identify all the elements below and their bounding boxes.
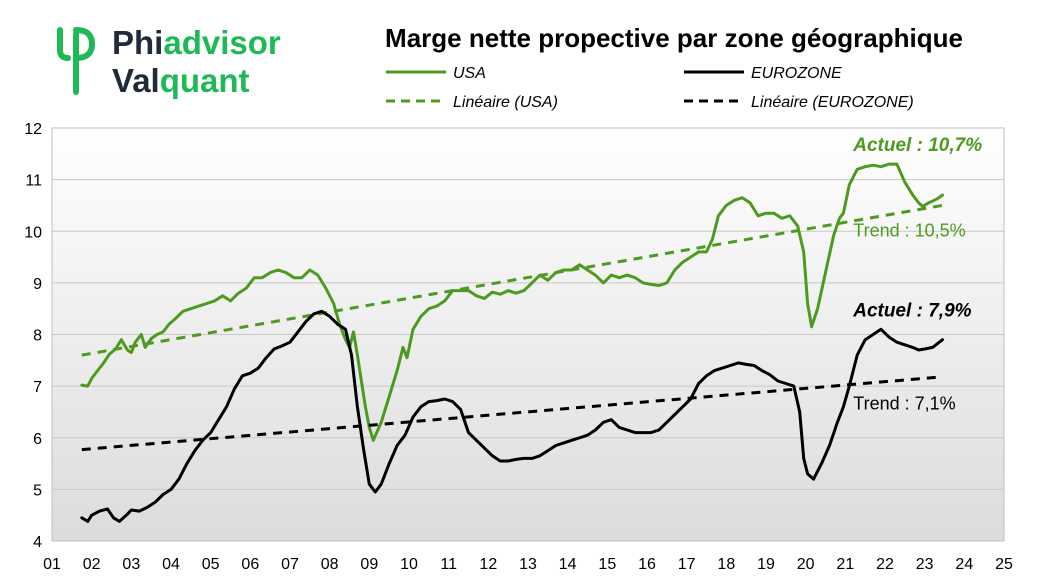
x-tick-label: 06 <box>241 556 259 573</box>
y-tick-label: 6 <box>33 431 42 448</box>
svg-text:Valquant: Valquant <box>112 62 250 99</box>
y-tick-label: 10 <box>24 224 42 241</box>
series-lines <box>80 162 944 523</box>
x-tick-label: 10 <box>400 556 418 573</box>
x-tick-label: 01 <box>43 556 61 573</box>
x-tick-label: 05 <box>202 556 220 573</box>
series-line-usa <box>80 162 944 442</box>
x-tick-label: 03 <box>122 556 140 573</box>
legend-label-usa: USA <box>453 65 486 82</box>
x-axis-ticks: 01 02 03 04 05 06 07 08 09 10 11 12 13 14 15 16 17 18 19 20… <box>43 556 1013 573</box>
y-axis-ticks: 4 5 6 7 8 9 10 11 12 <box>24 121 42 551</box>
brand-val: Val <box>112 62 160 99</box>
x-tick-label: 02 <box>83 556 101 573</box>
x-tick-label: 04 <box>162 556 180 573</box>
x-tick-label: 14 <box>559 556 577 573</box>
brand-quant: quant <box>160 62 250 99</box>
x-tick-label: 17 <box>678 556 696 573</box>
y-tick-label: 12 <box>24 121 42 138</box>
y-tick-label: 8 <box>33 328 42 345</box>
x-tick-label: 15 <box>598 556 616 573</box>
phi-logo-icon <box>57 27 96 95</box>
x-tick-label: 07 <box>281 556 299 573</box>
y-tick-label: 11 <box>25 173 42 190</box>
y-tick-label: 5 <box>33 482 42 499</box>
annotation-label: Actuel : 7,9% <box>852 300 971 321</box>
legend: USA EUROZONE Linéaire (USA) Linéaire (EU… <box>386 65 914 111</box>
y-tick-label: 4 <box>33 534 42 551</box>
brand-phi: Phi <box>112 24 163 61</box>
legend-label-linear-usa: Linéaire (USA) <box>453 94 558 111</box>
gridlines <box>52 179 1004 490</box>
x-tick-label: 16 <box>638 556 656 573</box>
x-tick-label: 21 <box>836 556 854 573</box>
chart-title: Marge nette propective par zone géograph… <box>385 23 963 53</box>
annotation-label: Trend : 10,5% <box>853 220 965 240</box>
x-tick-label: 11 <box>440 556 457 573</box>
legend-label-linear-eurozone: Linéaire (EUROZONE) <box>751 94 914 111</box>
svg-text:Phiadvisor: Phiadvisor <box>112 24 281 61</box>
x-tick-label: 23 <box>916 556 934 573</box>
x-tick-label: 22 <box>876 556 894 573</box>
x-tick-label: 19 <box>757 556 775 573</box>
annotations: Actuel : 10,7% Trend : 10,5% Actuel : 7,9%… <box>852 135 982 413</box>
annotation-label: Trend : 7,1% <box>853 393 955 413</box>
legend-label-eurozone: EUROZONE <box>751 65 842 82</box>
phiadvisor-valquant-logo: Phiadvisor Valquant <box>57 24 281 99</box>
x-tick-label: 12 <box>479 556 497 573</box>
x-tick-label: 13 <box>519 556 537 573</box>
annotation-label: Actuel : 10,7% <box>852 135 982 156</box>
brand-advisor: advisor <box>163 24 281 61</box>
series-line-lin-aire-usa <box>81 203 943 357</box>
y-tick-label: 9 <box>33 276 42 293</box>
x-tick-label: 09 <box>360 556 378 573</box>
x-tick-label: 18 <box>717 556 735 573</box>
x-tick-label: 20 <box>797 556 815 573</box>
y-tick-label: 7 <box>33 379 42 396</box>
x-tick-label: 24 <box>955 556 973 573</box>
x-tick-label: 08 <box>321 556 339 573</box>
x-tick-label: 25 <box>995 556 1013 573</box>
series-line-eurozone <box>80 309 944 523</box>
